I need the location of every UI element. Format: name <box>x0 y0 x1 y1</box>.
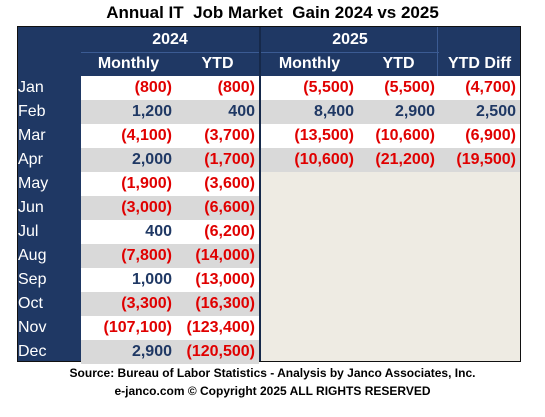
copyright-line: e-janco.com © Copyright 2025 ALL RIGHTS … <box>114 384 431 398</box>
month-label: Nov <box>18 319 47 336</box>
cell-m2024: 1,000 <box>81 268 176 292</box>
month-label: Dec <box>18 343 47 360</box>
job-market-table: 2024 2025 Monthly YTD Monthly YTD YTD Di… <box>17 26 521 364</box>
cell-m2024: 2,900 <box>81 340 176 364</box>
cell-m2025: 8,400 <box>261 100 358 124</box>
header-2024-ytd: YTD <box>201 55 234 72</box>
cell-y2024: (14,000) <box>176 244 259 268</box>
cell-y2024: (3,700) <box>176 124 259 148</box>
cell-m2025: (10,600) <box>261 148 358 172</box>
cell-y2025: 2,900 <box>358 100 439 124</box>
cell-diff: (4,700) <box>439 76 520 100</box>
header-2025-ytd: YTD <box>382 55 415 72</box>
header-2025: 2025 <box>332 30 368 48</box>
month-label: May <box>18 175 49 192</box>
cell-m2024: (800) <box>81 76 176 100</box>
month-label: Jan <box>18 79 44 96</box>
month-label: Jun <box>18 199 44 216</box>
month-label: Apr <box>18 151 43 168</box>
empty-2025-area <box>261 172 520 361</box>
header-2025-monthly: Monthly <box>278 55 341 72</box>
cell-y2024: (3,600) <box>176 172 259 196</box>
month-label: Aug <box>18 247 47 264</box>
cell-y2024: 400 <box>176 100 259 124</box>
cell-m2024: 1,200 <box>81 100 176 124</box>
cell-y2025: (10,600) <box>358 124 439 148</box>
source-line: Source: Bureau of Labor Statistics - Ana… <box>69 366 476 380</box>
cell-m2024: 400 <box>81 220 176 244</box>
header-ytd-diff: YTD Diff <box>447 55 512 72</box>
column-divider <box>259 27 261 361</box>
cell-y2024: (6,600) <box>176 196 259 220</box>
month-label: Sep <box>18 271 47 288</box>
cell-y2024: (800) <box>176 76 259 100</box>
chart-title: Annual IT Job Market Gain 2024 vs 2025 <box>106 3 439 22</box>
month-label: Jul <box>18 223 39 240</box>
header-2024-monthly: Monthly <box>97 55 160 72</box>
cell-m2024: (107,100) <box>81 316 176 340</box>
cell-y2024: (1,700) <box>176 148 259 172</box>
month-label: Oct <box>18 295 43 312</box>
cell-y2024: (13,000) <box>176 268 259 292</box>
cell-y2024: (6,200) <box>176 220 259 244</box>
cell-m2024: (3,300) <box>81 292 176 316</box>
cell-m2024: (7,800) <box>81 244 176 268</box>
cell-diff: (6,900) <box>439 124 520 148</box>
cell-y2024: (123,400) <box>176 316 259 340</box>
cell-m2024: 2,000 <box>81 148 176 172</box>
cell-y2025: (21,200) <box>358 148 439 172</box>
cell-m2024: (1,900) <box>81 172 176 196</box>
cell-y2024: (120,500) <box>176 340 259 364</box>
month-label: Mar <box>18 127 46 144</box>
cell-diff: (19,500) <box>439 148 520 172</box>
cell-m2024: (4,100) <box>81 124 176 148</box>
cell-y2025: (5,500) <box>358 76 439 100</box>
header-2024: 2024 <box>152 30 188 48</box>
column-divider-diff <box>437 27 438 76</box>
cell-diff: 2,500 <box>439 100 520 124</box>
cell-y2024: (16,300) <box>176 292 259 316</box>
cell-m2025: (5,500) <box>261 76 358 100</box>
cell-m2025: (13,500) <box>261 124 358 148</box>
cell-m2024: (3,000) <box>81 196 176 220</box>
month-label: Feb <box>18 103 46 120</box>
